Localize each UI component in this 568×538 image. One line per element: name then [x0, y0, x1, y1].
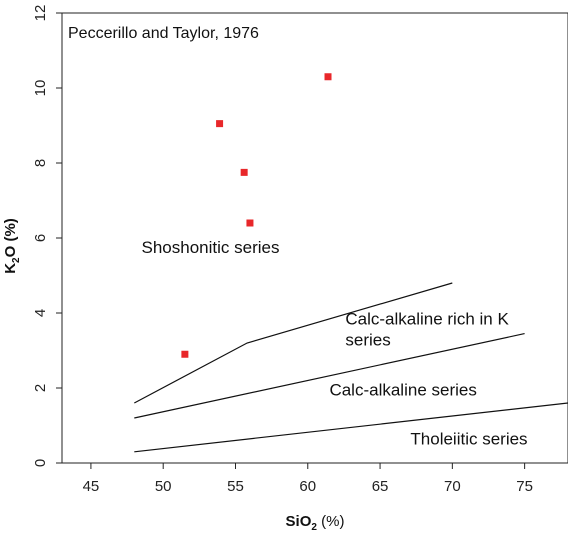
- y-axis-title-sub: 2: [11, 257, 22, 263]
- boundary-line: [134, 333, 525, 419]
- x-tick-label: 60: [299, 478, 316, 495]
- y-tick-label: 4: [32, 309, 49, 317]
- data-point: [240, 168, 248, 176]
- x-axis: 45 50 55 60 65 70 75: [83, 463, 533, 495]
- x-tick-label: 70: [444, 478, 461, 495]
- y-tick-label: 0: [32, 459, 49, 467]
- field-labels: Shoshonitic series Calc-alkaline rich in …: [142, 238, 528, 448]
- boundary-line: [134, 402, 568, 453]
- x-axis-title: SiO2 (%): [286, 513, 345, 533]
- x-tick-label: 75: [516, 478, 533, 495]
- x-axis-title-unit: (%): [317, 513, 345, 530]
- field-label: Shoshonitic series: [142, 238, 280, 257]
- y-tick-label: 6: [32, 234, 49, 242]
- field-label: Tholeiitic series: [410, 429, 527, 448]
- x-axis-title-sub: 2: [311, 522, 317, 533]
- x-tick-label: 55: [227, 478, 244, 495]
- x-axis-title-main: SiO: [286, 513, 312, 530]
- y-tick-label: 8: [32, 159, 49, 167]
- y-tick-label: 2: [32, 384, 49, 392]
- data-point: [181, 350, 189, 358]
- y-tick-label: 10: [32, 80, 49, 97]
- data-point: [246, 219, 254, 227]
- y-axis: 0 2 4 6 8 10 12: [32, 5, 62, 467]
- chart-title: Peccerillo and Taylor, 1976: [68, 25, 259, 42]
- series-boundaries: [134, 282, 568, 453]
- x-tick-label: 45: [83, 478, 100, 495]
- x-tick-label: 50: [155, 478, 172, 495]
- y-axis-title-main: K: [2, 263, 19, 274]
- x-tick-label: 65: [372, 478, 389, 495]
- data-point: [216, 120, 224, 128]
- plot-frame: [61, 12, 568, 464]
- field-label: Calc-alkaline series: [329, 381, 476, 400]
- y-tick-label: 12: [32, 5, 49, 22]
- y-axis-title-rest: O (%): [2, 218, 19, 257]
- data-point: [324, 73, 332, 81]
- data-points: [181, 73, 332, 358]
- y-axis-title: K2O (%): [2, 218, 22, 274]
- boundary-line: [134, 282, 453, 404]
